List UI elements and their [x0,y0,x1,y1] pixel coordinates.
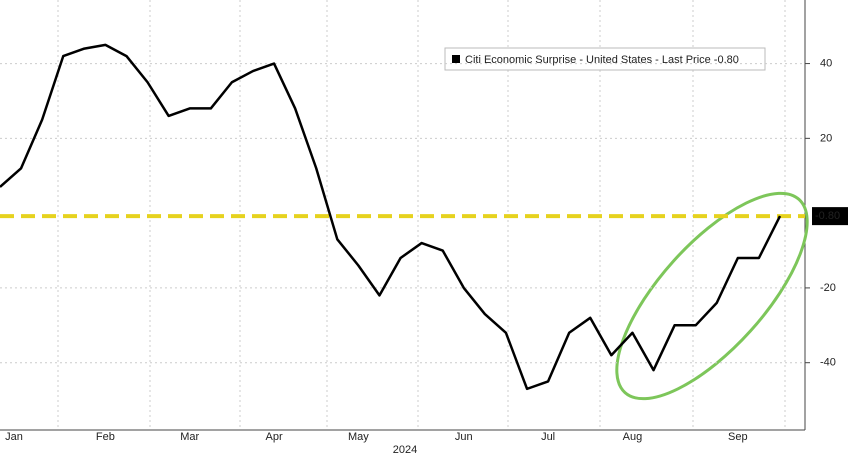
x-tick-label: Jun [455,431,473,443]
y-tick-label: -40 [820,357,836,369]
highlight-ellipse [615,191,809,401]
x-tick-label: Feb [96,431,115,443]
series-line [0,43,782,391]
x-axis-label: 2024 [393,444,417,456]
x-tick-label: Aug [623,431,643,443]
x-tick-label: Apr [265,431,282,443]
x-tick-label: Jan [5,431,23,443]
reference-label-box [812,207,848,226]
legend-box [444,47,766,71]
reference-label: -0.80 [815,210,840,222]
legend-label: Citi Economic Surprise - United States -… [465,54,739,66]
x-tick-label: Jul [541,431,555,443]
x-tick-label: May [348,431,369,443]
legend-swatch [452,55,460,63]
y-tick-label: -20 [820,282,836,294]
x-tick-label: Sep [728,431,748,443]
legend: Citi Economic Surprise - United States -… [444,47,766,71]
y-tick-label: 20 [820,132,832,144]
y-tick-label: 40 [820,57,832,69]
x-tick-label: Mar [180,431,199,443]
